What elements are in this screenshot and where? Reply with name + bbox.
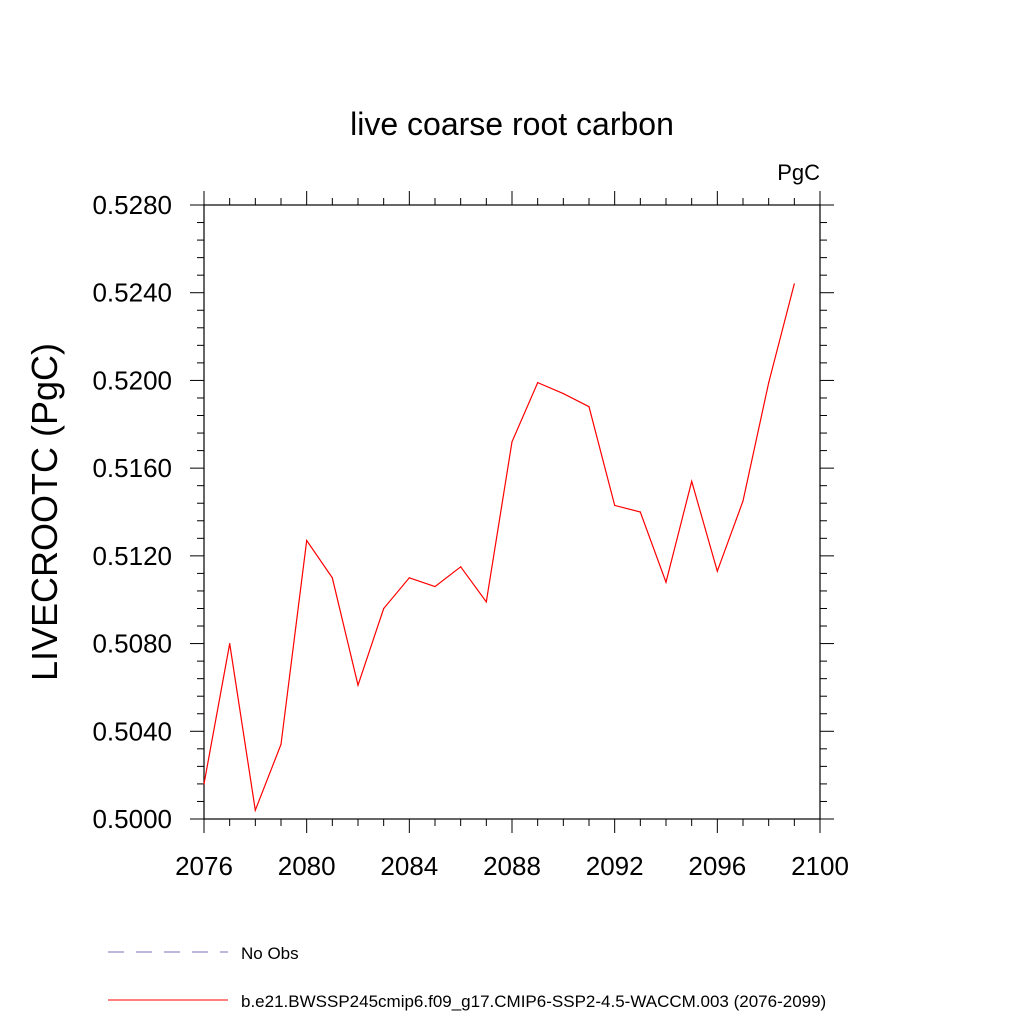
x-tick-label: 2100 xyxy=(791,851,849,881)
y-tick-label: 0.5080 xyxy=(92,629,172,659)
x-tick-label: 2092 xyxy=(586,851,644,881)
data-point xyxy=(511,441,513,443)
x-tick-label: 2080 xyxy=(278,851,336,881)
y-tick-label: 0.5280 xyxy=(92,190,172,220)
data-point xyxy=(639,511,641,513)
data-point xyxy=(742,500,744,502)
y-tick-label: 0.5240 xyxy=(92,278,172,308)
data-point xyxy=(716,570,718,572)
x-tick-label: 2096 xyxy=(688,851,746,881)
units-label: PgC xyxy=(777,160,820,185)
x-tick-label: 2084 xyxy=(380,851,438,881)
legend-label: b.e21.BWSSP245cmip6.f09_g17.CMIP6-SSP2-4… xyxy=(241,992,826,1011)
data-point xyxy=(588,406,590,408)
data-point xyxy=(306,539,308,542)
chart-title: live coarse root carbon xyxy=(350,106,674,142)
legend-label: No Obs xyxy=(241,944,299,963)
data-point xyxy=(665,581,667,583)
y-tick-label: 0.5200 xyxy=(92,365,172,395)
data-point xyxy=(691,480,693,482)
data-point xyxy=(768,382,770,384)
legend: No Obs b.e21.BWSSP245cmip6.f09_g17.CMIP6-… xyxy=(108,944,826,1011)
data-point xyxy=(562,392,564,395)
data-point xyxy=(460,566,462,568)
data-point xyxy=(793,283,795,285)
data-point xyxy=(383,607,385,610)
y-axis-label: LIVECROOTC (PgC) xyxy=(24,343,65,681)
data-point xyxy=(280,743,282,746)
plot-frame xyxy=(203,204,821,820)
data-point xyxy=(408,577,410,579)
axes: 2076 2080 2084 2088 2092 2096 2100 0.5000 0.5040… xyxy=(92,190,848,881)
data-point xyxy=(537,382,539,384)
data-point xyxy=(331,577,333,579)
data-point xyxy=(254,809,256,811)
data-point xyxy=(229,642,231,645)
data-point xyxy=(485,601,487,603)
data-point xyxy=(203,783,205,785)
y-tick-label: 0.5040 xyxy=(92,716,172,746)
data-point xyxy=(357,684,359,686)
x-tick-label: 2076 xyxy=(175,851,233,881)
plot-lines xyxy=(203,283,795,813)
series-line xyxy=(203,283,795,813)
data-point xyxy=(614,504,616,507)
x-tick-label: 2088 xyxy=(483,851,541,881)
y-tick-label: 0.5000 xyxy=(92,804,172,834)
y-tick-label: 0.5160 xyxy=(92,453,172,483)
data-point xyxy=(434,585,436,588)
y-tick-label: 0.5120 xyxy=(92,541,172,571)
